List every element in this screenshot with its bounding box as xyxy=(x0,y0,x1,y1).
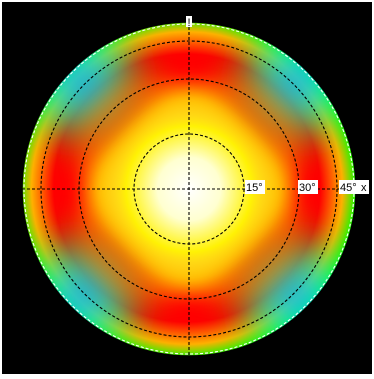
top-marker-box xyxy=(186,16,192,27)
edge-marker-box xyxy=(360,180,369,194)
edge-marker: x xyxy=(361,182,367,194)
ring-label-30-box xyxy=(298,180,318,194)
ring-label-45: 45° xyxy=(340,182,357,194)
ring-label-15: 15° xyxy=(246,182,263,194)
ring-labels: 15° 30° 45° x xyxy=(245,180,369,194)
plot-frame: ! 15° 30° 45° x xyxy=(2,2,372,374)
ring-label-15-box xyxy=(245,180,265,194)
polar-plot: ! 15° 30° 45° x xyxy=(21,16,369,357)
top-marker: ! xyxy=(187,17,190,29)
ring-label-45-box xyxy=(339,180,360,194)
ring-label-30: 30° xyxy=(299,182,316,194)
crosshair-lines xyxy=(22,22,356,356)
